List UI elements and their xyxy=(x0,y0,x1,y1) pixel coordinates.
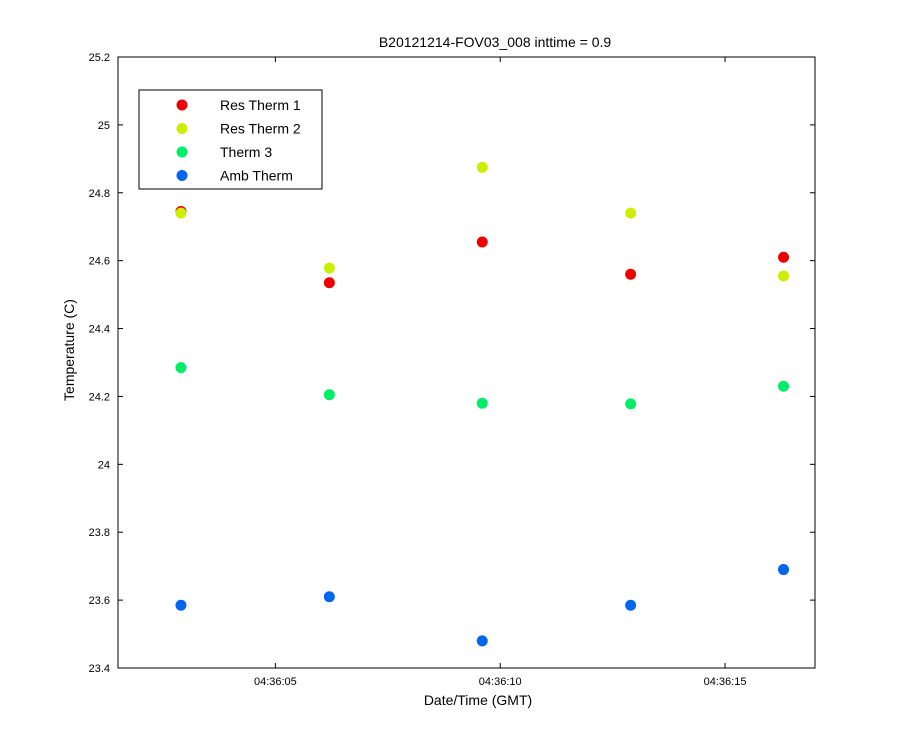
x-tick-label: 04:36:05 xyxy=(254,676,297,688)
data-point xyxy=(175,362,187,374)
y-tick-label: 23.8 xyxy=(89,527,110,539)
data-point xyxy=(175,599,187,611)
x-tick-label: 04:36:15 xyxy=(704,676,747,688)
legend-marker xyxy=(176,170,188,181)
x-axis-label: Date/Time (GMT) xyxy=(424,692,532,708)
legend-label: Res Therm 2 xyxy=(220,121,301,137)
data-point xyxy=(625,599,637,611)
data-point xyxy=(476,161,488,173)
y-tick-label: 24.8 xyxy=(89,188,110,200)
y-axis: 23.4 23.6 23.8 24 24.2 24.4 24.6 24.8 25 25.2 xyxy=(89,52,815,675)
y-tick-label: 25 xyxy=(98,120,110,132)
legend-label: Therm 3 xyxy=(220,144,272,160)
x-axis: 04:36:05 04:36:10 04:36:15 xyxy=(254,57,747,688)
data-point xyxy=(323,277,335,289)
data-point xyxy=(625,398,637,410)
y-tick-label: 24.6 xyxy=(89,256,110,268)
data-point xyxy=(476,397,488,409)
legend-marker xyxy=(176,123,188,134)
data-point xyxy=(778,270,790,282)
legend-marker xyxy=(176,99,188,111)
data-point xyxy=(778,564,790,576)
legend-label: Amb Therm xyxy=(220,168,293,184)
y-tick-label: 24 xyxy=(98,459,110,471)
x-tick-label: 04:36:10 xyxy=(479,676,522,688)
y-tick-label: 23.6 xyxy=(89,595,110,607)
data-point xyxy=(175,207,187,219)
y-tick-label: 24.2 xyxy=(89,391,110,403)
data-point xyxy=(625,268,637,280)
chart-title: B20121214-FOV03_008 inttime = 0.9 xyxy=(379,34,612,50)
y-tick-label: 23.4 xyxy=(89,663,110,675)
data-point xyxy=(778,251,790,263)
data-point xyxy=(323,591,335,603)
legend: Res Therm 1 Res Therm 2 Therm 3 Amb Therm xyxy=(138,89,323,190)
data-points xyxy=(175,161,790,647)
legend-label: Res Therm 1 xyxy=(220,97,301,113)
legend-marker xyxy=(176,146,188,158)
y-tick-label: 24.4 xyxy=(89,324,110,336)
data-point xyxy=(778,380,790,392)
data-point xyxy=(476,236,488,248)
data-point xyxy=(323,262,335,274)
legend-box xyxy=(138,89,323,190)
data-point xyxy=(476,635,488,647)
data-point xyxy=(625,207,637,219)
y-tick-label: 25.2 xyxy=(89,52,110,64)
y-axis-label: Temperature (C) xyxy=(61,299,77,401)
data-point xyxy=(323,389,335,401)
